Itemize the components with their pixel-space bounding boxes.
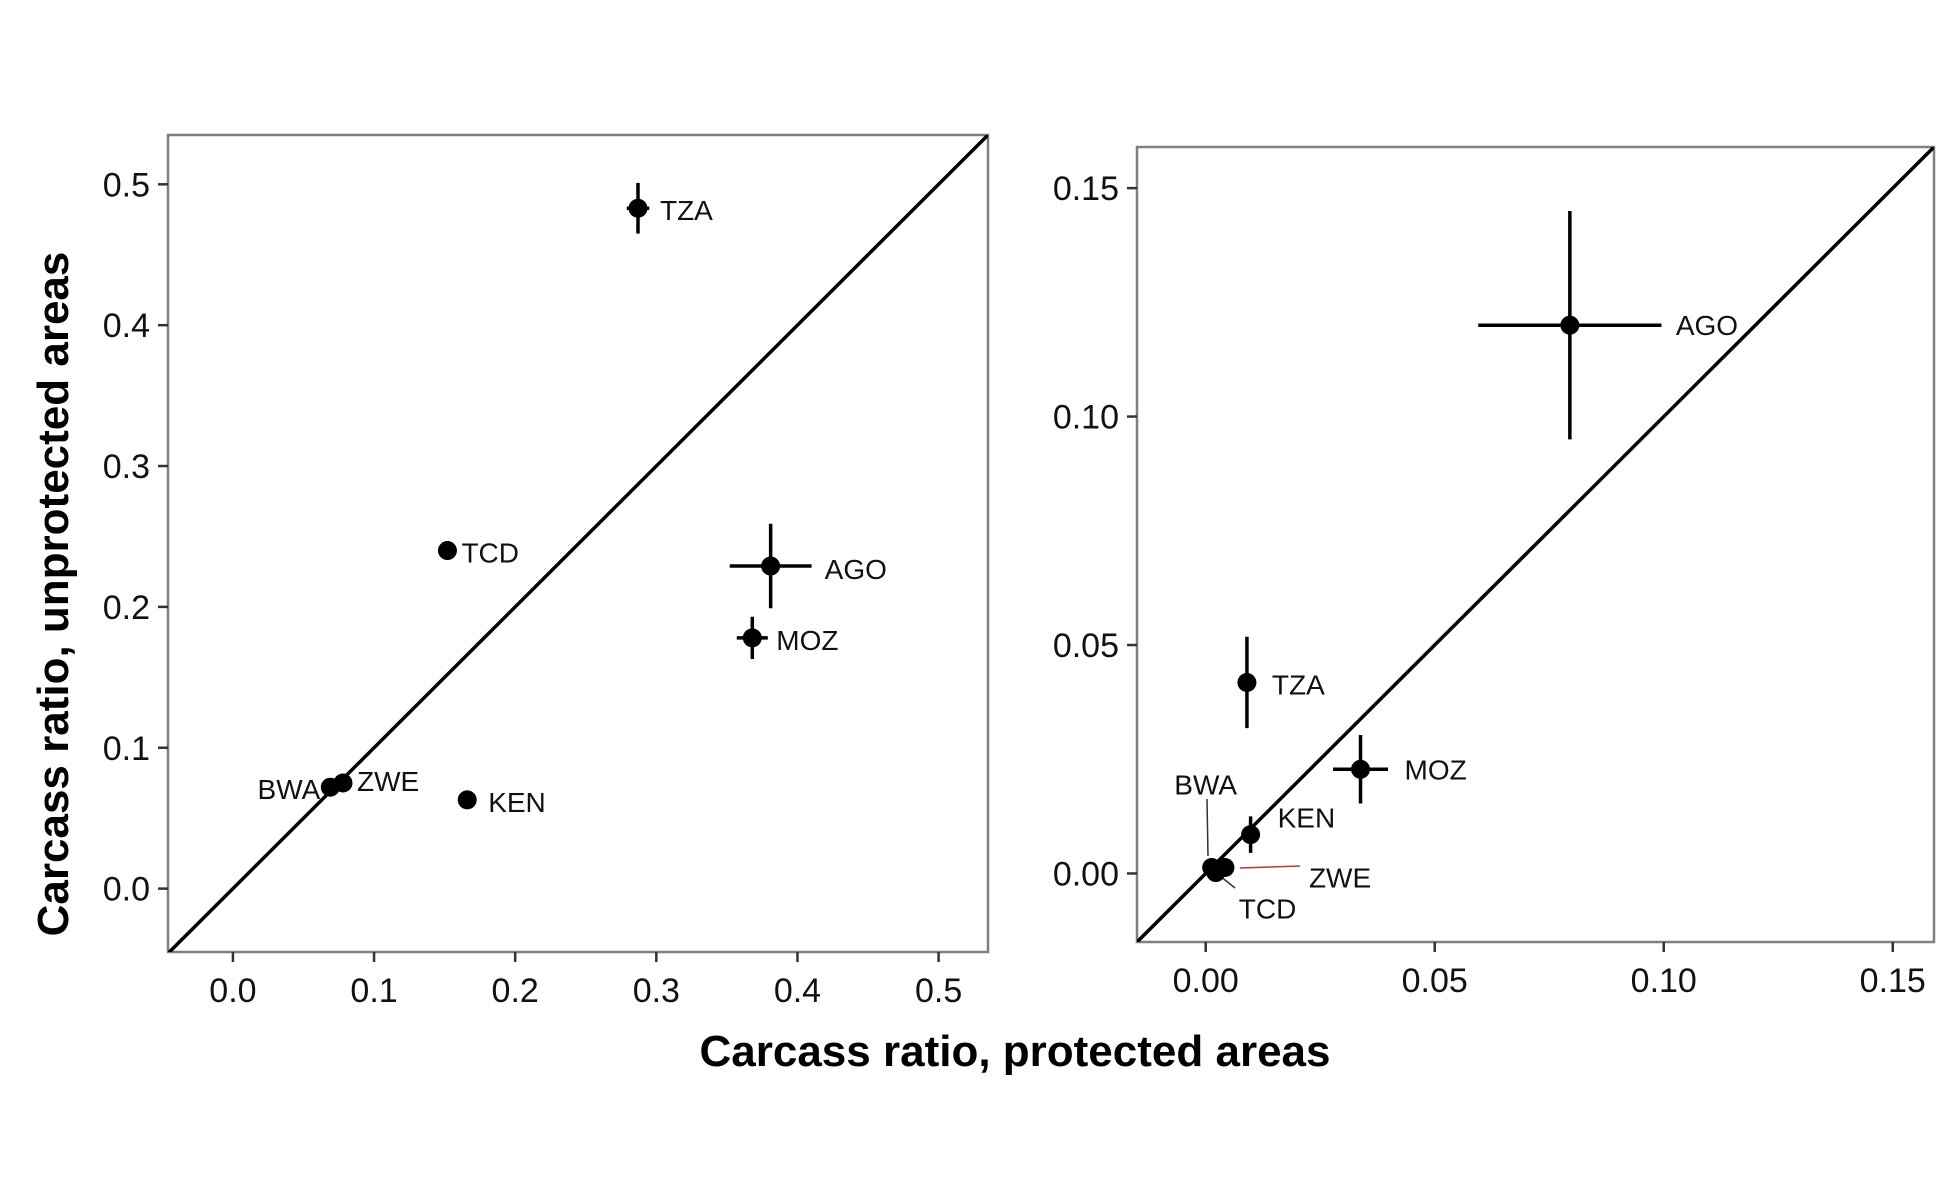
y-tick-label: 0.1 [103, 730, 150, 768]
x-tick-label: 0.10 [1631, 962, 1697, 1000]
x-tick-label: 0.15 [1860, 962, 1926, 1000]
data-point-ago [1560, 315, 1580, 335]
y-tick-label: 0.15 [1053, 170, 1119, 208]
point-label-tza: TZA [660, 195, 713, 226]
point-label-bwa: BWA [1174, 770, 1237, 801]
point-label-tcd: TCD [461, 538, 519, 569]
data-point-tza [628, 198, 648, 218]
x-tick-label: 0.3 [633, 972, 680, 1010]
y-tick-label: 0.00 [1053, 855, 1119, 893]
point-label-ago: AGO [825, 554, 887, 585]
left-panel: 0.0 0.1 0.2 0.3 0.4 0.5 0.0 0.1 0.2 0.3 0.4 0.5 TZA T… [103, 133, 990, 1010]
panel-frame [1135, 145, 1936, 944]
y-axis-title: Carcass ratio, unprotected areas [29, 252, 78, 937]
data-point-zwe [333, 773, 353, 793]
y-tick-label: 0.5 [103, 166, 150, 204]
y-tick-label: 0.0 [103, 871, 150, 909]
identity-line [1137, 147, 1934, 942]
y-tick-label: 0.05 [1053, 627, 1119, 665]
panel-frame [166, 133, 990, 954]
point-label-ken: KEN [488, 787, 546, 818]
data-point-moz [1351, 759, 1371, 779]
x-tick-label: 0.05 [1402, 962, 1468, 1000]
y-tick-label: 0.4 [103, 307, 150, 345]
x-tick-label: 0.0 [209, 972, 256, 1010]
x-tick-label: 0.2 [492, 972, 539, 1010]
data-point-ken [1241, 825, 1261, 845]
y-tick-label: 0.10 [1053, 399, 1119, 437]
data-point-ago [761, 556, 781, 576]
point-label-moz: MOZ [776, 625, 838, 656]
y-tick-label: 0.3 [103, 448, 150, 486]
x-tick-label: 0.1 [350, 972, 397, 1010]
y-tick-label: 0.2 [103, 589, 150, 627]
point-label-zwe: ZWE [357, 766, 419, 797]
x-tick-label: 0.4 [774, 972, 821, 1010]
label-leader-bwa [1206, 798, 1209, 857]
point-label-tza: TZA [1272, 669, 1325, 700]
data-point-tcd [437, 541, 457, 561]
x-tick-label: 0.00 [1173, 962, 1239, 1000]
x-axis-title: Carcass ratio, protected areas [700, 1027, 1331, 1076]
data-point-moz [742, 628, 762, 648]
point-label-bwa: BWA [258, 774, 321, 805]
label-leader-zwe [1239, 865, 1301, 869]
data-point-ken [457, 790, 477, 810]
point-label-moz: MOZ [1405, 754, 1467, 785]
point-label-zwe: ZWE [1309, 863, 1371, 894]
right-panel: 0.00 0.05 0.10 0.15 0.00 0.05 0.10 0.15 AGO TZA MO… [1053, 145, 1936, 1000]
point-label-tcd: TCD [1239, 894, 1297, 925]
point-label-ken: KEN [1278, 803, 1336, 834]
data-point-tcd [1206, 863, 1226, 883]
data-point-tza [1237, 672, 1257, 692]
identity-line [168, 135, 988, 952]
point-label-ago: AGO [1676, 310, 1738, 341]
x-tick-label: 0.5 [915, 972, 962, 1010]
